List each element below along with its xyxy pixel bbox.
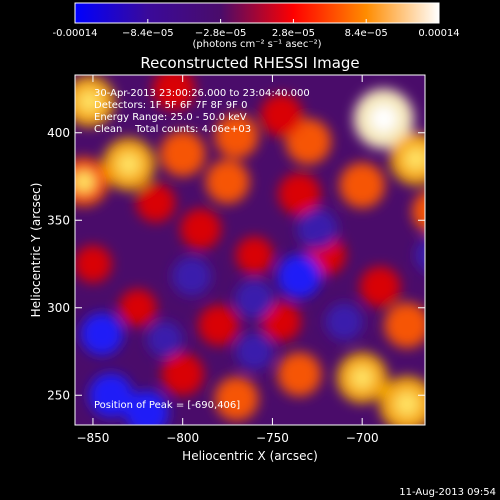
heatmap-blob [80, 312, 124, 356]
heatmap-blob-core [75, 170, 95, 193]
heatmap-blob [277, 352, 322, 397]
heatmap-blob [325, 302, 364, 341]
heatmap-blob-core [117, 152, 141, 176]
colorbar-tick-label: 0.00014 [418, 28, 459, 39]
annotation-line: Detectors: 1F 5F 6F 7F 8F 9F 0 [94, 100, 247, 111]
heatmap-blob [146, 321, 183, 358]
x-tick-label: −750 [256, 431, 289, 445]
heatmap-blob-core [350, 366, 374, 390]
heatmap-blob [277, 254, 322, 299]
heatmap-blob [205, 159, 250, 204]
heatmap-blobs [75, 75, 425, 425]
plot-area [75, 75, 425, 425]
heatmap-blob [136, 183, 176, 223]
heatmap-blob-core [394, 391, 420, 417]
colorbar-tick-label: −8.4e−05 [122, 28, 174, 39]
colorbar-frame [74, 2, 440, 24]
heatmap-blob-core [404, 147, 425, 171]
heatmap-blob [159, 130, 206, 177]
heatmap-blob [172, 256, 212, 296]
x-tick-label: −700 [346, 431, 379, 445]
heatmap-blob [296, 208, 338, 250]
heatmap-blob [88, 373, 133, 418]
heatmap-blob [261, 302, 302, 342]
heatmap-blob [411, 191, 425, 232]
colorbar-tick-label: 8.4e−05 [345, 28, 388, 39]
heatmap-blob [234, 279, 275, 319]
annotation-block: 30-Apr-2013 23:00:26.000 to 23:04:40.000… [94, 88, 310, 135]
heatmap-blob [260, 94, 303, 137]
heatmap-blob [415, 238, 425, 272]
heatmap-blob [235, 332, 274, 371]
heatmap-blob [285, 118, 332, 165]
chart-title: Reconstructed RHESSI Image [140, 54, 359, 72]
colorbar-bar [75, 3, 439, 23]
footer-date: 11-Aug-2013 09:54 [399, 487, 496, 498]
heatmap-blob [235, 236, 274, 275]
heatmap-blob [124, 390, 169, 425]
heatmap-blob [359, 266, 401, 308]
colorbar: -0.00014 −8.4e−05 −2.8e−05 2.8e−05 8.4e−05 0.… [53, 2, 460, 50]
colorbar-unit-label: (photons cm⁻² s⁻¹ asec⁻²) [192, 39, 321, 50]
x-tick-label: −850 [76, 431, 109, 445]
heatmap-blob [119, 288, 157, 327]
y-axis-label: Heliocentric Y (arcsec) [29, 183, 43, 318]
colorbar-tick-label: 2.8e−05 [272, 28, 315, 39]
annotation-line: 30-Apr-2013 23:00:26.000 to 23:04:40.000 [94, 88, 310, 99]
heatmap-blob [152, 75, 195, 111]
colorbar-tick-label: −2.8e−05 [195, 28, 247, 39]
heatmap-blob-core [370, 105, 398, 133]
annotation-line: Energy Range: 25.0 - 50.0 keV [94, 112, 247, 123]
heatmap-blob [384, 302, 425, 349]
heatmap-blob [180, 208, 222, 250]
heatmap-blob [75, 245, 112, 283]
heatmap-blob [161, 353, 204, 396]
colorbar-tick-label: -0.00014 [53, 28, 98, 39]
x-axis-label: Heliocentric X (arcsec) [182, 449, 318, 463]
y-tick-label: 400 [47, 126, 70, 140]
axis-ticks: −850 −800 −750 −700 250 300 350 400 [47, 75, 425, 445]
heatmap-blob [278, 172, 321, 216]
colorbar-ticks: -0.00014 −8.4e−05 −2.8e−05 2.8e−05 8.4e−05 0.… [53, 19, 460, 39]
heatmap-blob [214, 376, 259, 421]
heatmap-blob [339, 162, 385, 209]
heatmap-blob [198, 304, 239, 346]
y-tick-label: 250 [47, 388, 70, 402]
annotation-line: Clean Total counts: 4.06e+03 [94, 124, 251, 135]
y-tick-label: 300 [47, 301, 70, 315]
heatmap-blob-core [78, 89, 101, 113]
plot-frame [74, 74, 426, 426]
peak-position-label: Position of Peak = [-690,406] [94, 400, 240, 411]
x-tick-label: −800 [166, 431, 199, 445]
y-tick-label: 350 [47, 213, 70, 227]
heatmap-blob [214, 114, 259, 159]
